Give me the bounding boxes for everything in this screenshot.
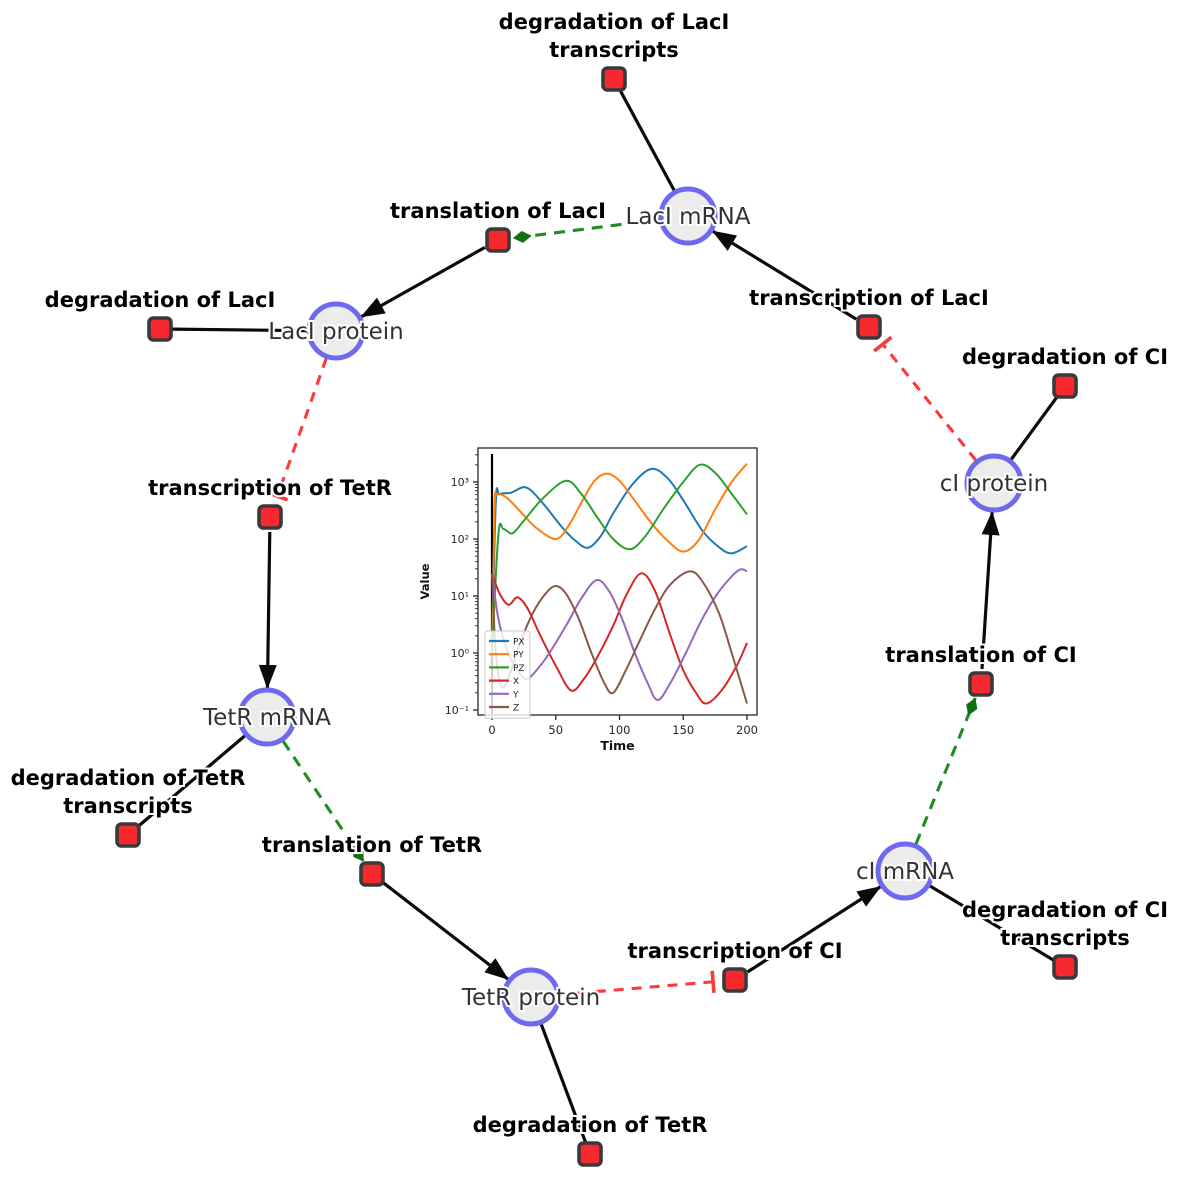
svg-text:10⁰: 10⁰	[451, 647, 470, 660]
edge-consumption-laci_mrna-deg_laci_tr	[618, 88, 676, 192]
edge-consumption-laci_protein-deg_laci	[171, 327, 308, 333]
reaction-label-deg_tetr: degradation of TetR	[473, 1113, 708, 1137]
edge-consumption-tetr_mrna-deg_tetr_tr	[136, 734, 246, 829]
reaction-node-transl_ci[interactable]	[968, 671, 994, 697]
time-series-inset-chart: 0 50 100 150 200 10⁻¹ 10⁰ 10¹ 10² 10³ Time Value PX P…	[415, 435, 775, 770]
legend-label-Z: Z	[513, 704, 519, 714]
legend-label-PX: PX	[513, 638, 525, 648]
species-label-tetr_protein: TetR protein	[461, 985, 600, 1011]
legend-label-X: X	[513, 677, 519, 687]
series-line-PY	[491, 462, 748, 654]
reaction-label-transl_ci: translation of CI	[885, 643, 1076, 667]
species-node-laci_mrna[interactable]	[658, 186, 718, 246]
legend-label-Y: Y	[512, 690, 519, 700]
species-node-ci_mrna[interactable]	[875, 841, 935, 901]
species-label-laci_protein: LacI protein	[268, 319, 403, 345]
reaction-label-transcr_ci: transcription of CI	[627, 939, 842, 963]
edge-modifier-tetr_mrna-transl_tetr	[281, 740, 365, 863]
edge-consumption-tetr_protein-deg_tetr	[539, 1023, 588, 1144]
edge-production-transcr_ci-ci_mrna	[746, 885, 882, 974]
species-node-ci_protein[interactable]	[964, 453, 1024, 513]
edge-production-transcr_tetr-tetr_mrna	[258, 531, 277, 690]
reaction-label-transcr_tetr: transcription of TetR	[148, 476, 392, 500]
reaction-label-deg_laci_tr: degradation of LacI transcripts	[499, 10, 730, 62]
edge-production-transl_laci-laci_protein	[360, 245, 486, 319]
reaction-node-deg_laci_tr[interactable]	[601, 66, 627, 92]
edge-production-transcr_laci-laci_mrna	[711, 229, 858, 321]
reaction-label-deg_ci_tr: degradation of CI transcripts	[962, 898, 1168, 950]
edge-inhibition-laci_protein-transcr_tetr	[266, 357, 328, 502]
reaction-node-transcr_ci[interactable]	[722, 967, 748, 993]
reaction-node-transcr_laci[interactable]	[856, 314, 882, 340]
series-line-PX	[491, 467, 748, 654]
reaction-label-transl_laci: translation of LacI	[390, 199, 606, 223]
reaction-node-deg_ci[interactable]	[1052, 373, 1078, 399]
species-label-laci_mrna: LacI mRNA	[626, 204, 751, 230]
edge-modifier-laci_mrna-transl_laci	[512, 218, 660, 243]
nodes-layer	[115, 66, 1078, 1167]
reaction-label-transcr_laci: transcription of LacI	[749, 286, 989, 310]
species-node-tetr_protein[interactable]	[501, 967, 561, 1027]
edge-consumption-ci_protein-deg_ci	[1009, 394, 1060, 461]
reaction-label-deg_laci: degradation of LacI	[45, 288, 276, 312]
edge-production-transl_tetr-tetr_protein	[382, 881, 510, 981]
reaction-label-deg_tetr_tr: degradation of TetR transcripts	[11, 766, 246, 818]
reaction-node-transcr_tetr[interactable]	[257, 504, 283, 530]
species-label-ci_mrna: cI mRNA	[856, 859, 954, 885]
labels-layer: degradation of LacI transcripts translatio…	[9, 8, 1170, 1139]
reaction-node-deg_tetr[interactable]	[577, 1141, 603, 1167]
edge-consumption-ci_mrna-deg_ci_tr	[929, 884, 1056, 963]
x-axis-label: Time	[600, 738, 634, 753]
reaction-label-deg_ci: degradation of CI	[962, 345, 1168, 369]
species-node-laci_protein[interactable]	[306, 301, 366, 361]
edge-inhibition-ci_protein-transcr_laci	[873, 335, 978, 462]
y-axis-label: Value	[418, 563, 432, 599]
reaction-node-deg_ci_tr[interactable]	[1052, 954, 1078, 980]
edge-inhibition-tetr_protein-transcr_ci	[559, 970, 716, 997]
svg-text:10¹: 10¹	[451, 590, 469, 603]
edges-layer	[136, 88, 1060, 1144]
species-node-tetr_mrna[interactable]	[237, 687, 297, 747]
legend: PX PY PZ XYZ	[484, 630, 531, 719]
legend-label-PZ: PZ	[513, 664, 525, 674]
svg-text:10³: 10³	[451, 476, 469, 489]
svg-text:200: 200	[736, 723, 758, 737]
svg-text:10⁻¹: 10⁻¹	[445, 704, 469, 717]
series-line-PZ	[491, 463, 748, 654]
axis-ticks: 0 50 100 150 200 10⁻¹ 10⁰ 10¹ 10² 10³	[445, 454, 758, 737]
edge-production-transl_ci-ci_protein	[980, 510, 1000, 670]
legend-box	[484, 630, 531, 719]
svg-text:100: 100	[609, 723, 631, 737]
svg-text:50: 50	[548, 723, 563, 737]
reaction-node-transl_laci[interactable]	[485, 227, 511, 253]
species-label-ci_protein: cI protein	[940, 471, 1049, 497]
svg-text:150: 150	[672, 723, 694, 737]
reaction-node-deg_tetr_tr[interactable]	[115, 822, 141, 848]
reaction-node-deg_laci[interactable]	[147, 316, 173, 342]
time-series-plot: 0 50 100 150 20010⁻¹10⁰10¹10²10³TimeValuePXP…	[418, 447, 758, 753]
reaction-node-transl_tetr[interactable]	[359, 861, 385, 887]
legend-label-PY: PY	[513, 651, 524, 661]
svg-text:10²: 10²	[451, 533, 469, 546]
series-line-X	[491, 572, 748, 705]
edge-modifier-ci_mrna-transl_ci	[914, 697, 978, 845]
species-label-tetr_mrna: TetR mRNA	[202, 705, 331, 731]
svg-text:0: 0	[488, 723, 495, 737]
reaction-label-transl_tetr: translation of TetR	[262, 833, 482, 857]
